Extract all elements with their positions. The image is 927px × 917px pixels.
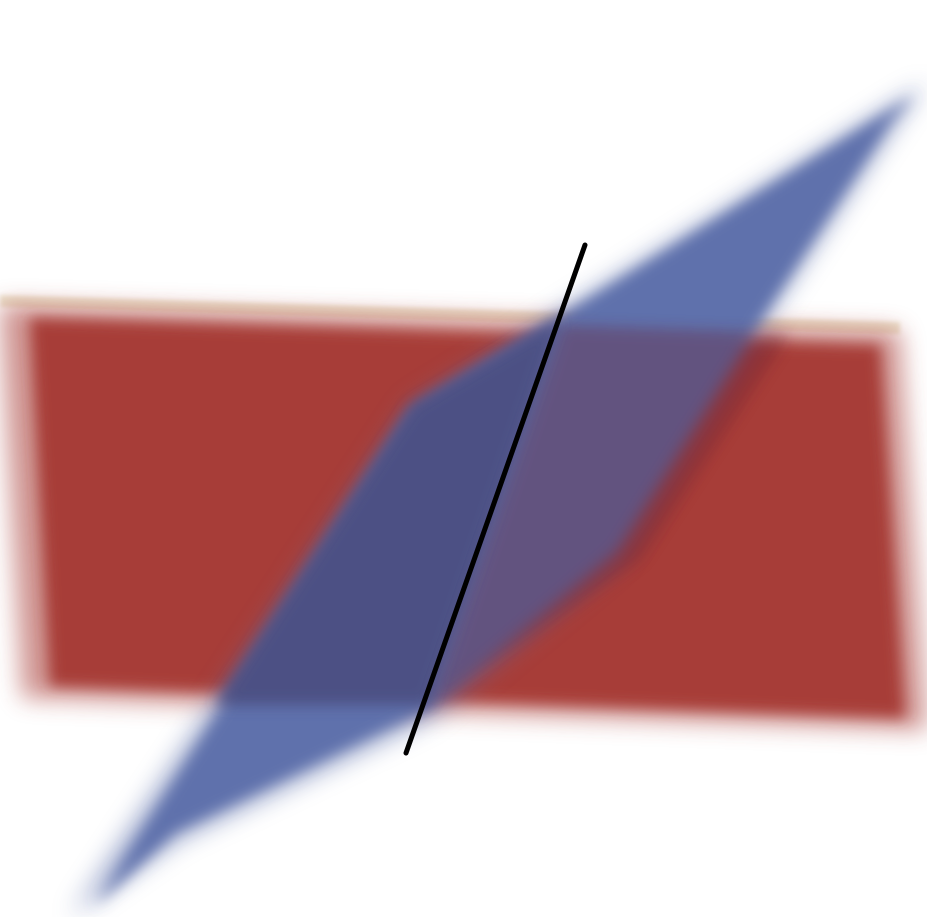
plane-overlap-region [215,318,560,705]
plane-overlap-shadow [430,325,790,705]
intersection-line [403,242,588,756]
